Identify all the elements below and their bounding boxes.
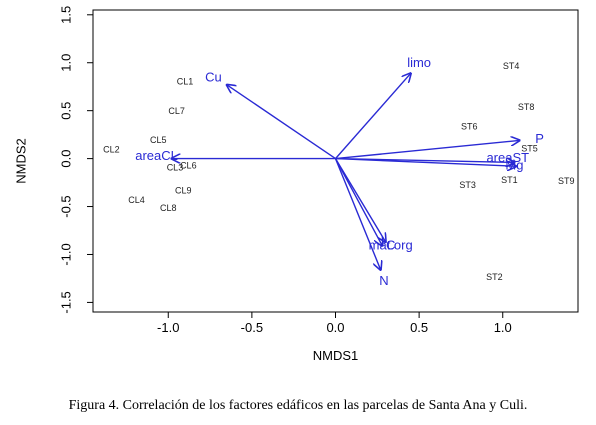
vector-label: C [386, 237, 395, 252]
vector-label: areaST [486, 150, 529, 165]
y-tick-label: -1.0 [58, 243, 73, 265]
figure-caption: Figura 4. Correlación de los factores ed… [68, 398, 528, 413]
site-label: ST9 [558, 176, 575, 186]
y-tick-label: 1.0 [58, 54, 73, 72]
site-label: ST3 [459, 180, 476, 190]
vector-arrow [335, 140, 520, 160]
site-label: ST6 [461, 121, 478, 131]
site-label: CL7 [168, 106, 185, 116]
vector-arrow [334, 73, 411, 160]
site-label: CL4 [128, 195, 145, 205]
site-label: ST1 [501, 175, 518, 185]
vector-label: N [379, 273, 388, 288]
vector-label: Cu [205, 70, 222, 85]
y-tick-label: 0.5 [58, 102, 73, 120]
y-tick-label: 1.5 [58, 6, 73, 24]
site-label: CL9 [175, 186, 192, 196]
site-label: ST4 [503, 61, 520, 71]
site-label: CL1 [177, 76, 194, 86]
vector-arrow [334, 158, 383, 246]
x-tick-label: 0.5 [410, 320, 428, 335]
y-axis-label: NMDS2 [13, 138, 28, 184]
vector-arrow [334, 158, 381, 270]
x-tick-label: -0.5 [241, 320, 263, 335]
site-label: CL3 [167, 163, 184, 173]
site-label: CL6 [180, 161, 197, 171]
vector-label: P [535, 131, 544, 146]
site-label: CL8 [160, 203, 177, 213]
vector-arrow [227, 85, 336, 160]
site-label: ST5 [521, 143, 538, 153]
vector-arrow [335, 157, 517, 167]
vector-label: limo [407, 55, 431, 70]
x-axis-label: NMDS1 [313, 348, 359, 363]
site-label: CL5 [150, 135, 167, 145]
vector-label: Mg [505, 158, 523, 173]
x-tick-label: 1.0 [494, 320, 512, 335]
y-tick-label: -0.5 [58, 195, 73, 217]
nmds-biplot: -1.0 -0.5 0.0 0.5 1.0 1.5 1.0 0.5 0.0 -0.5 -1.0 -1.… [13, 6, 579, 363]
site-label: CL2 [103, 144, 120, 154]
y-tick-label: 0.0 [58, 150, 73, 168]
vector-label: areaCL [135, 148, 178, 163]
vector-label: mat.org [369, 237, 413, 252]
vector-arrow [334, 158, 386, 242]
x-tick-label: -1.0 [157, 320, 179, 335]
y-tick-label: -1.5 [58, 291, 73, 313]
site-label: ST2 [486, 272, 503, 282]
site-label: ST8 [518, 102, 535, 112]
x-tick-label: 0.0 [326, 320, 344, 335]
